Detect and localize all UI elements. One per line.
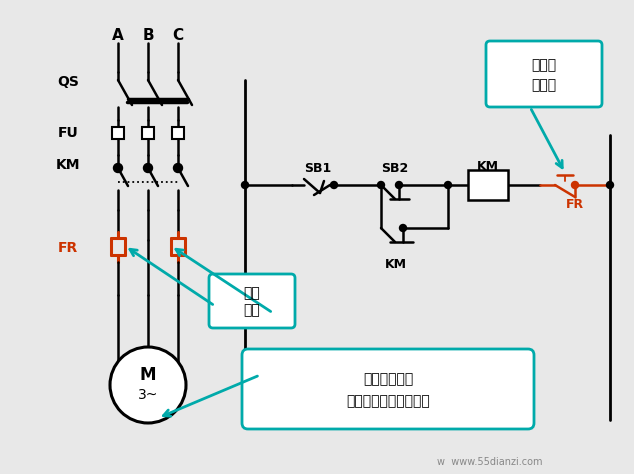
Text: KM: KM — [56, 158, 81, 172]
Circle shape — [110, 347, 186, 423]
Bar — [142, 127, 154, 139]
Text: A: A — [112, 27, 124, 43]
Text: FU: FU — [58, 126, 79, 140]
Text: 只要接两相就可以了。: 只要接两相就可以了。 — [346, 394, 430, 408]
Circle shape — [174, 164, 183, 173]
Text: QS: QS — [57, 75, 79, 89]
Text: SB2: SB2 — [382, 162, 409, 174]
FancyBboxPatch shape — [486, 41, 602, 107]
Text: FR: FR — [58, 241, 78, 255]
Text: C: C — [172, 27, 184, 43]
Text: 热继电: 热继电 — [531, 58, 557, 72]
Bar — [112, 127, 124, 139]
Bar — [468, 170, 508, 200]
Text: KM: KM — [477, 161, 499, 173]
Text: B: B — [142, 27, 154, 43]
FancyBboxPatch shape — [209, 274, 295, 328]
Text: 发热: 发热 — [243, 286, 261, 300]
Bar — [172, 127, 184, 139]
Text: KM: KM — [385, 258, 407, 272]
Text: M: M — [139, 366, 156, 384]
Circle shape — [607, 182, 614, 189]
Text: 3~: 3~ — [138, 388, 158, 402]
Text: w  www.55dianzi.com: w www.55dianzi.com — [437, 457, 543, 467]
Text: FR: FR — [566, 199, 584, 211]
Circle shape — [571, 182, 578, 189]
Text: SB1: SB1 — [304, 162, 332, 174]
Circle shape — [143, 164, 153, 173]
FancyBboxPatch shape — [242, 349, 534, 429]
Text: 器触头: 器触头 — [531, 78, 557, 92]
Circle shape — [396, 182, 403, 189]
Circle shape — [399, 225, 406, 231]
Text: 元件: 元件 — [243, 303, 261, 317]
Circle shape — [242, 182, 249, 189]
Circle shape — [113, 164, 122, 173]
Circle shape — [377, 182, 384, 189]
Text: 电流成回路，: 电流成回路， — [363, 372, 413, 386]
Circle shape — [330, 182, 337, 189]
Circle shape — [444, 182, 451, 189]
